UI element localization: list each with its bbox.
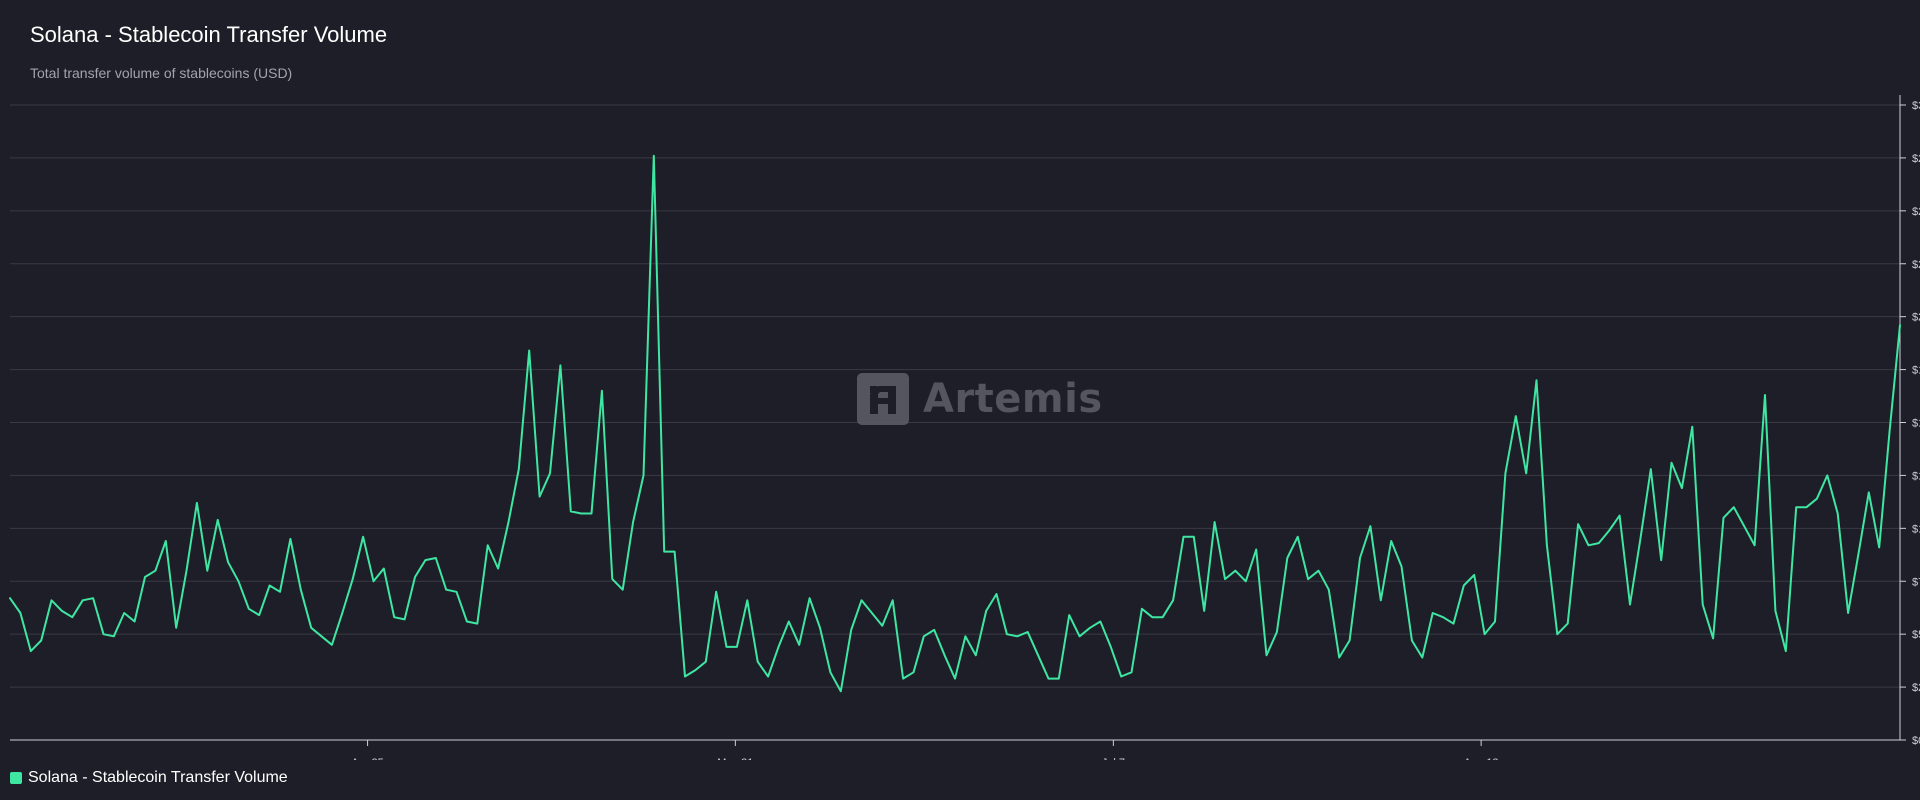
y-tick-label: $30B <box>1912 100 1920 112</box>
x-tick-label: May 31 <box>717 757 753 760</box>
artemis-logo-icon <box>857 373 909 425</box>
y-tick-label: $10B <box>1912 523 1920 535</box>
chart-subtitle: Total transfer volume of stablecoins (US… <box>30 65 293 81</box>
y-tick-label: $20B <box>1912 312 1920 324</box>
y-tick-label: $15B <box>1912 418 1920 430</box>
line-chart: $0 $2.5B $5B $7.5B $10B $12.5B $15B $17.5B $20B $… <box>9 95 1920 760</box>
legend-label: Solana - Stablecoin Transfer Volume <box>28 769 288 786</box>
chart-header: Solana - Stablecoin Transfer Volume Tota… <box>30 22 387 82</box>
watermark: Artemis <box>857 373 1103 425</box>
y-tick-label: $0 <box>1912 735 1920 747</box>
legend-swatch <box>10 772 22 784</box>
chart-legend[interactable]: Solana - Stablecoin Transfer Volume <box>10 769 288 787</box>
y-tick-label: $7.5B <box>1912 576 1920 588</box>
y-tick-label: $12.5B <box>1912 470 1920 482</box>
x-tick-label: Apr 25 <box>351 757 383 760</box>
watermark-text: Artemis <box>923 376 1103 422</box>
x-tick-label: Aug 12 <box>1464 757 1499 760</box>
y-tick-label: $22.5B <box>1912 259 1920 271</box>
y-tick-label: $2.5B <box>1912 682 1920 694</box>
chart-title: Solana - Stablecoin Transfer Volume <box>30 22 388 47</box>
y-tick-label: $27.5B <box>1912 153 1920 165</box>
y-tick-label: $5B <box>1912 629 1920 641</box>
y-tick-label: $25B <box>1912 206 1920 218</box>
y-tick-label: $17.5B <box>1912 365 1920 377</box>
x-tick-label: Jul 7 <box>1102 757 1125 760</box>
series-line <box>9 154 1901 693</box>
